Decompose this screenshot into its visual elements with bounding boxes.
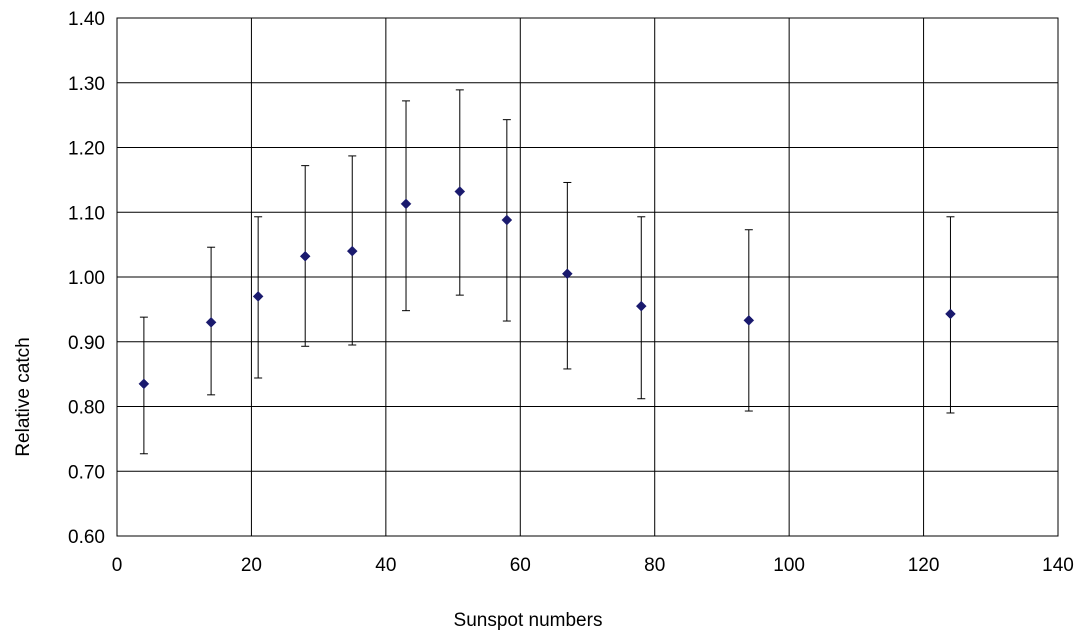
data-point — [561, 268, 573, 280]
y-tick-labels: 0.60 0.70 0.80 0.90 1.00 1.10 1.20 1.30 1.40 — [68, 9, 105, 548]
x-tick-label: 60 — [510, 555, 531, 576]
x-tick-label: 40 — [375, 555, 396, 576]
data-point — [299, 250, 311, 262]
x-tick-label: 100 — [773, 555, 805, 576]
x-tick-label: 120 — [908, 555, 940, 576]
plot-area — [116, 17, 1059, 537]
error-bars — [139, 89, 955, 455]
y-tick-label: 0.80 — [68, 398, 105, 419]
x-tick-label: 0 — [112, 555, 123, 576]
data-point — [138, 378, 150, 390]
y-tick-label: 0.60 — [68, 527, 105, 548]
x-tick-label: 20 — [241, 555, 262, 576]
data-point — [454, 186, 466, 197]
x-tick-label: 140 — [1042, 555, 1074, 576]
grid — [116, 17, 1059, 537]
y-tick-label: 1.40 — [68, 9, 105, 30]
x-tick-label: 80 — [644, 555, 665, 576]
x-tick-labels: 0 20 40 60 80 100 120 140 — [112, 555, 1074, 576]
y-tick-label: 1.30 — [68, 74, 105, 95]
data-point — [501, 214, 513, 226]
y-tick-label: 0.90 — [68, 333, 105, 354]
data-point — [346, 245, 358, 257]
data-point — [205, 316, 217, 328]
y-tick-label: 1.10 — [68, 203, 105, 224]
data-point — [945, 308, 956, 320]
data-point — [400, 198, 412, 210]
x-axis-title: Sunspot numbers — [454, 610, 603, 631]
data-points — [138, 186, 956, 390]
data-point — [743, 315, 755, 326]
data-point — [635, 300, 647, 312]
y-tick-label: 0.70 — [68, 462, 105, 483]
data-point — [252, 291, 264, 302]
y-tick-label: 1.00 — [68, 268, 105, 289]
y-tick-label: 1.20 — [68, 139, 105, 160]
y-axis-title: Relative catch — [13, 337, 34, 456]
